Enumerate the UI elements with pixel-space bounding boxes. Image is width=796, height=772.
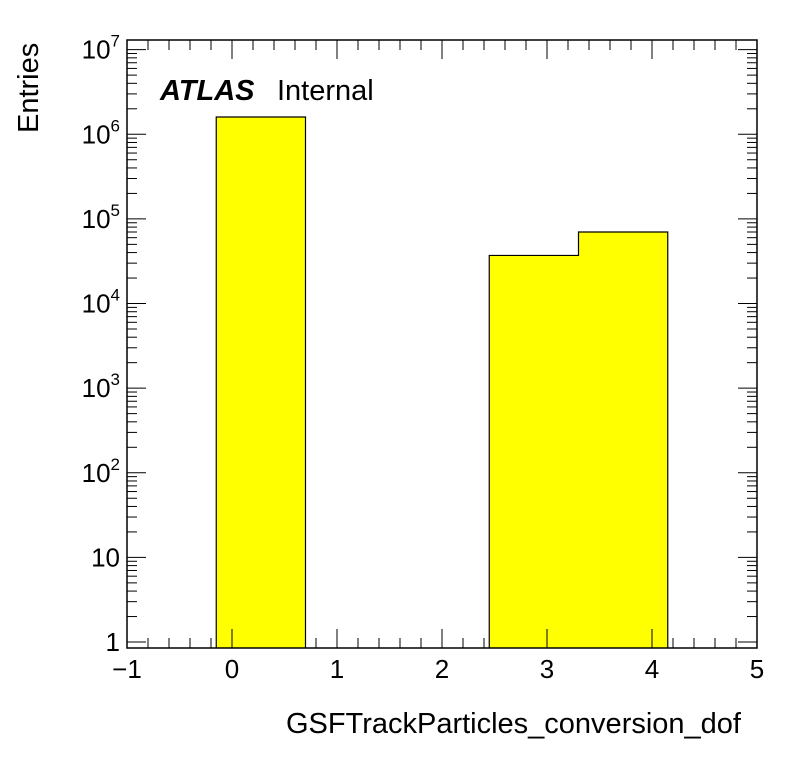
x-tick-label: 4 [645,654,659,684]
histogram-bar [578,232,668,648]
x-axis-title: GSFTrackParticles_conversion_dof [286,708,742,740]
y-tick-label: 10 [91,542,120,572]
histogram-outline [215,116,669,648]
y-tick-label: 1 [106,627,120,657]
y-tick-label: 104 [82,286,120,319]
x-tick-label: 2 [435,654,449,684]
histogram-bars [215,116,669,649]
y-axis-title: Entries [13,43,45,133]
y-tick-label: 107 [82,32,120,65]
y-tick-label: 102 [82,455,120,488]
y-tick-label: 105 [82,201,120,234]
y-tick-label: 106 [82,116,120,149]
y-tick-labels: 1 10 102 103 104 105 106 107 [82,32,120,657]
histogram-bar [489,255,579,648]
atlas-label: ATLAS Internal [159,75,374,107]
histogram-bar [216,116,306,649]
x-tick-label: 1 [330,654,344,684]
plot-frame [126,39,758,649]
x-tick-labels: −1 0 1 2 3 4 5 [112,654,764,684]
x-tick-label: 3 [540,654,554,684]
atlas-label-bold: ATLAS [159,75,255,107]
atlas-label-status: Internal [277,75,374,107]
x-tick-label: 5 [750,654,764,684]
x-tick-label: 0 [225,654,239,684]
x-tick-label: −1 [112,654,142,684]
y-tick-label: 103 [82,370,120,403]
